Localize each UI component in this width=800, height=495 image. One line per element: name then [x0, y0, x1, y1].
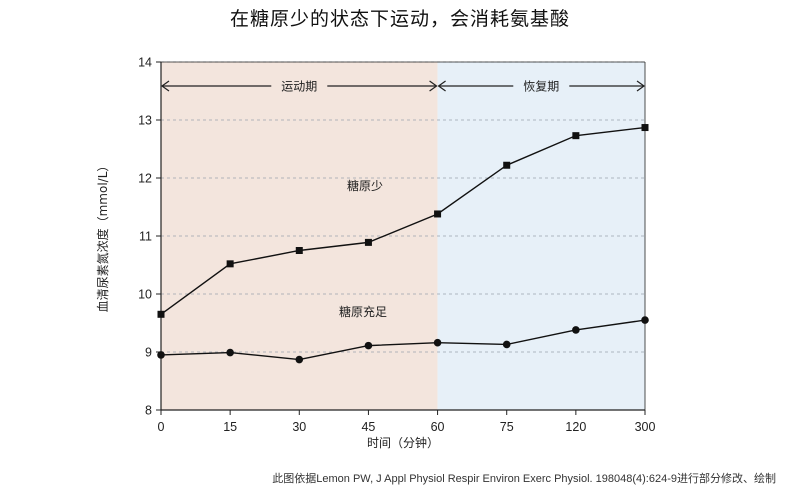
y-tick-label: 14 [138, 56, 152, 70]
y-tick-label: 11 [139, 230, 152, 244]
series-label: 糖原充足 [339, 304, 387, 319]
data-point-square [364, 238, 372, 246]
phase-arrow-head-right [429, 80, 438, 92]
series-line [160, 126, 646, 315]
data-point-circle [226, 348, 234, 357]
data-point-circle [572, 326, 580, 334]
series-line [160, 319, 646, 361]
chart-title: 在糖原少的状态下运动，会消耗氨基酸 [229, 8, 570, 30]
y-tick-label: 13 [138, 114, 152, 128]
x-tick-label: 300 [635, 420, 656, 434]
y-axis-title: 血清尿素氮浓度（mmol/L） [95, 160, 110, 313]
data-point-square [572, 132, 580, 140]
y-tick-label: 12 [138, 172, 152, 186]
data-point-circle [433, 338, 442, 347]
data-point-square [641, 124, 649, 132]
y-tick-label: 9 [145, 346, 152, 360]
x-tick-label: 30 [292, 420, 306, 434]
data-point-circle [502, 340, 511, 349]
data-point-circle [364, 341, 373, 350]
axis-layer [156, 61, 646, 415]
citation: 此图依据Lemon PW, J Appl Physiol Respir Envi… [272, 473, 776, 485]
data-point-square [434, 210, 442, 218]
data-point-square [157, 310, 165, 318]
data-point-square [295, 247, 303, 254]
data-point-circle [295, 355, 304, 364]
x-tick-label: 120 [565, 420, 586, 434]
label-layer: 8 9 10 11 12 13 14 0 15 30 45 60 75 120 300 时间（分钟） 血清尿素氮… [95, 56, 655, 451]
y-tick-label: 8 [145, 404, 152, 418]
series-layer [157, 124, 649, 364]
phase-arrow-head-left [160, 80, 170, 92]
phase-arrow-head-left [437, 80, 446, 92]
data-point-square [226, 260, 234, 268]
x-tick-label: 45 [361, 420, 375, 434]
x-tick-label: 15 [223, 420, 237, 434]
data-point-circle [641, 316, 649, 324]
x-tick-label: 75 [500, 420, 514, 434]
series-label: 糖原少 [347, 178, 383, 193]
x-axis-title: 时间（分钟） [367, 435, 439, 450]
data-point-circle [157, 351, 165, 359]
x-tick-label: 0 [158, 420, 165, 434]
phase-arrow-head-right [636, 80, 646, 92]
phase-label: 恢复期 [523, 80, 559, 94]
y-tick-label: 10 [138, 288, 152, 302]
x-tick-label: 60 [431, 420, 445, 434]
phase-label: 运动期 [281, 80, 317, 94]
data-point-square [503, 161, 511, 169]
